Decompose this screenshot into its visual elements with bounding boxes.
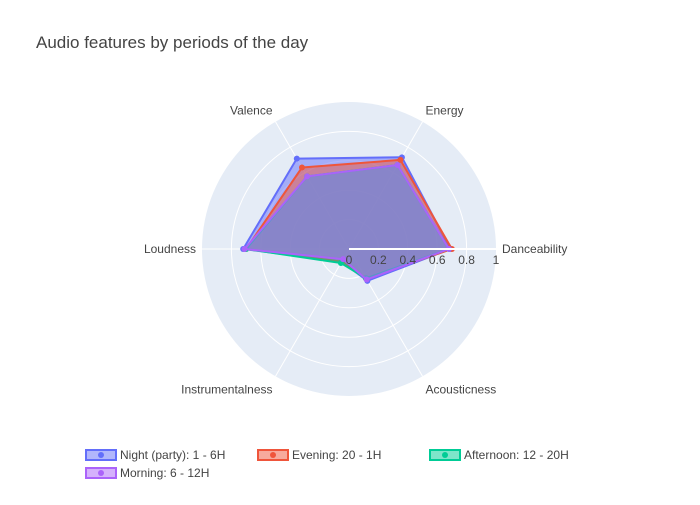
legend-label: Night (party): 1 - 6H <box>120 448 225 462</box>
series-3 <box>241 161 452 283</box>
legend-marker <box>98 470 104 476</box>
legend-item[interactable]: Morning: 6 - 12H <box>85 466 209 480</box>
legend-label: Morning: 6 - 12H <box>120 466 209 480</box>
legend-marker <box>98 452 104 458</box>
axis-label: Loudness <box>144 242 196 256</box>
series-point <box>397 156 404 163</box>
legend-marker <box>270 452 276 458</box>
axis-label: Valence <box>230 103 273 117</box>
series-point <box>394 161 401 168</box>
axis-label: Acousticness <box>426 383 497 397</box>
axis-label: Danceability <box>502 242 567 256</box>
legend-item[interactable]: Evening: 20 - 1H <box>257 448 381 462</box>
radial-tick-label: 0.2 <box>370 253 387 267</box>
radial-tick-label: 1 <box>493 253 500 267</box>
axis-label: Energy <box>426 103 464 117</box>
series-point <box>293 155 300 162</box>
series-point <box>298 164 305 171</box>
chart-title: Audio features by periods of the day <box>36 33 309 52</box>
series-point <box>304 173 311 180</box>
legend-label: Evening: 20 - 1H <box>292 448 381 462</box>
radial-tick-label: 0.4 <box>399 253 416 267</box>
legend-marker <box>442 452 448 458</box>
radial-tick-label: 0.8 <box>458 253 475 267</box>
legend-label: Afternoon: 12 - 20H <box>464 448 569 462</box>
angular-grid-spoke <box>275 248 350 377</box>
series-point <box>340 256 347 263</box>
radial-tick-label: 0 <box>346 253 353 267</box>
radial-tick-label: 0.6 <box>429 253 446 267</box>
axis-label: Instrumentalness <box>181 383 272 397</box>
series-point <box>363 276 370 283</box>
legend-item[interactable]: Night (party): 1 - 6H <box>85 448 225 462</box>
series-point <box>241 246 248 252</box>
legend-item[interactable]: Afternoon: 12 - 20H <box>429 448 569 462</box>
